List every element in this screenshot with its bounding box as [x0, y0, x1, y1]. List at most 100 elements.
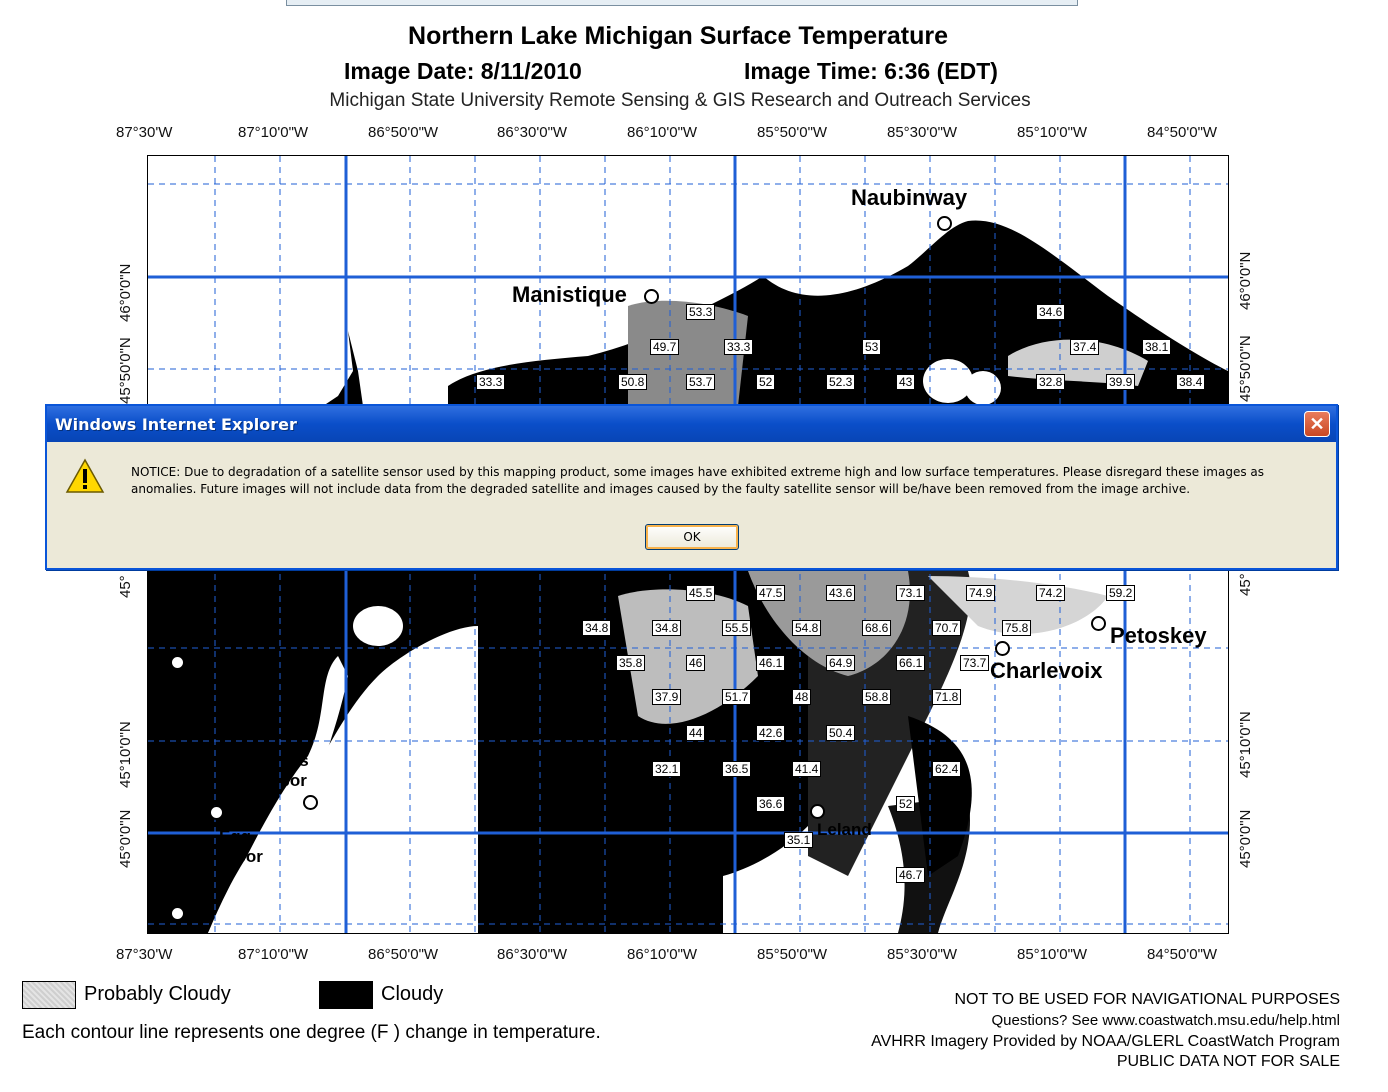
temp-label: 47.5: [756, 585, 786, 601]
lon-label-top: 84°50'0"W: [1147, 124, 1218, 141]
disclaimer-line-4: PUBLIC DATA NOT FOR SALE: [1116, 1053, 1340, 1070]
temp-label: 41.4: [792, 761, 822, 777]
temp-label: 43: [896, 374, 916, 390]
temp-label: 59.2: [1106, 585, 1136, 601]
dialog-title: Windows Internet Explorer: [55, 415, 297, 434]
lon-label-bottom: 87°30'W: [116, 946, 173, 963]
temp-label: 54.8: [792, 620, 822, 636]
temp-label: 53.3: [686, 304, 716, 320]
city-label-leland: Leland: [817, 820, 872, 839]
temp-label: 51.7: [722, 689, 752, 705]
probably-cloudy-area: [628, 300, 748, 406]
city-label-manistique: Manistique: [512, 282, 627, 307]
temp-label: 48: [792, 689, 812, 705]
legend-swatch-cloudy: [319, 981, 373, 1009]
city-label-cedar-2: ven: [148, 650, 178, 669]
island: [923, 359, 973, 403]
lat-label-left: 45°: [117, 575, 134, 598]
temp-label: 44: [686, 725, 706, 741]
lon-label-bottom: 86°10'0"W: [627, 946, 698, 963]
city-marker: [1091, 616, 1106, 631]
temp-label: 34.8: [582, 620, 612, 636]
lat-label-left: 45°10'0"N: [117, 721, 134, 788]
lat-label-right: 46°0'0"N: [1237, 251, 1254, 310]
lon-label-top: 86°50'0"W: [368, 124, 439, 141]
temp-label: 64.9: [826, 655, 856, 671]
temp-label: 46.1: [756, 655, 786, 671]
ok-button[interactable]: OK: [645, 524, 739, 550]
city-label-charlevoix: Charlevoix: [990, 658, 1103, 683]
temp-label: 68.6: [862, 620, 892, 636]
temp-label: 49.7: [650, 339, 680, 355]
city-label-baileys-harbor: Baileys Harbor: [249, 751, 309, 790]
temp-label: 52.3: [826, 374, 856, 390]
city-label-egg-harbor: Egg Harbor: [207, 827, 263, 866]
temp-label: 36.5: [722, 761, 752, 777]
temp-label: 46.7: [896, 867, 926, 883]
lon-label-top: 86°30'0"W: [497, 124, 568, 141]
lon-label-top: 86°10'0"W: [627, 124, 698, 141]
legend-label-cloudy: Cloudy: [381, 983, 444, 1005]
temp-label: 62.4: [932, 761, 962, 777]
cloud-mass-peninsula: [323, 331, 363, 406]
image-date: Image Date: 8/11/2010: [344, 58, 582, 84]
temp-label: 74.9: [966, 585, 996, 601]
lon-label-bottom: 84°50'0"W: [1147, 946, 1218, 963]
temp-label: 52: [896, 796, 916, 812]
image-time: Image Time: 6:36 (EDT): [744, 58, 998, 84]
temp-label: 70.7: [932, 620, 962, 636]
temp-label: 37.9: [652, 689, 682, 705]
island: [353, 606, 403, 646]
legend-swatch-probably-cloudy: [22, 981, 76, 1009]
lon-label-bottom: 86°30'0"W: [497, 946, 568, 963]
city-marker: [170, 655, 185, 670]
map-title: Northern Lake Michigan Surface Temperatu…: [408, 22, 948, 50]
disclaimer-line-2: Questions? See www.coastwatch.msu.edu/he…: [991, 1012, 1340, 1029]
temp-label: 50.4: [826, 725, 856, 741]
contour-note: Each contour line represents one degree …: [22, 1022, 601, 1043]
temp-label: 53.7: [686, 374, 716, 390]
temp-label: 50.8: [618, 374, 648, 390]
city-marker: [303, 795, 318, 810]
lon-label-bottom: 85°30'0"W: [887, 946, 958, 963]
close-button[interactable]: ✕: [1304, 411, 1330, 437]
lat-label-right: 45°50'0"N: [1237, 335, 1254, 402]
city-marker: [170, 906, 185, 921]
city-label-sturgeon: urgeon: [148, 922, 196, 934]
lon-label-top: 85°10'0"W: [1017, 124, 1088, 141]
temp-label: 52: [756, 374, 776, 390]
temp-label: 46: [686, 655, 706, 671]
temp-label: 73.1: [896, 585, 926, 601]
temp-label: 71.8: [932, 689, 962, 705]
temp-label: 37.4: [1070, 339, 1100, 355]
city-marker: [937, 216, 952, 231]
city-label-naubinway: Naubinway: [851, 185, 968, 210]
lat-label-right: 45°: [1237, 573, 1254, 596]
temp-label: 36.6: [756, 796, 786, 812]
lon-label-top: 85°30'0"W: [887, 124, 958, 141]
island: [965, 371, 1001, 405]
warning-icon: [65, 458, 105, 494]
disclaimer-line-3: AVHRR Imagery Provided by NOAA/GLERL Coa…: [871, 1033, 1340, 1050]
probably-cloudy-area: [748, 571, 910, 676]
lon-label-bottom: 85°10'0"W: [1017, 946, 1088, 963]
lon-label-bottom: 87°10'0"W: [238, 946, 309, 963]
lat-label-left: 46°0'0"N: [117, 263, 134, 322]
temp-label: 53: [862, 339, 882, 355]
temp-label: 45.5: [686, 585, 716, 601]
cloud-mass-east: [908, 716, 972, 876]
lat-label-left: 45°0'0"N: [117, 809, 134, 868]
door-peninsula: [208, 656, 348, 933]
temp-label: 35.1: [784, 832, 814, 848]
temp-label: 34.8: [652, 620, 682, 636]
lon-label-top: 87°30'W: [116, 124, 173, 141]
lon-label-top: 87°10'0"W: [238, 124, 309, 141]
city-label-petoskey: Petoskey: [1110, 623, 1207, 648]
temp-label: 33.3: [724, 339, 754, 355]
temp-label: 75.8: [1002, 620, 1032, 636]
temp-label: 38.1: [1142, 339, 1172, 355]
dialog-titlebar[interactable]: Windows Internet Explorer ✕: [47, 406, 1336, 442]
lon-label-bottom: 85°50'0"W: [757, 946, 828, 963]
city-marker: [209, 805, 224, 820]
temp-label: 32.1: [652, 761, 682, 777]
